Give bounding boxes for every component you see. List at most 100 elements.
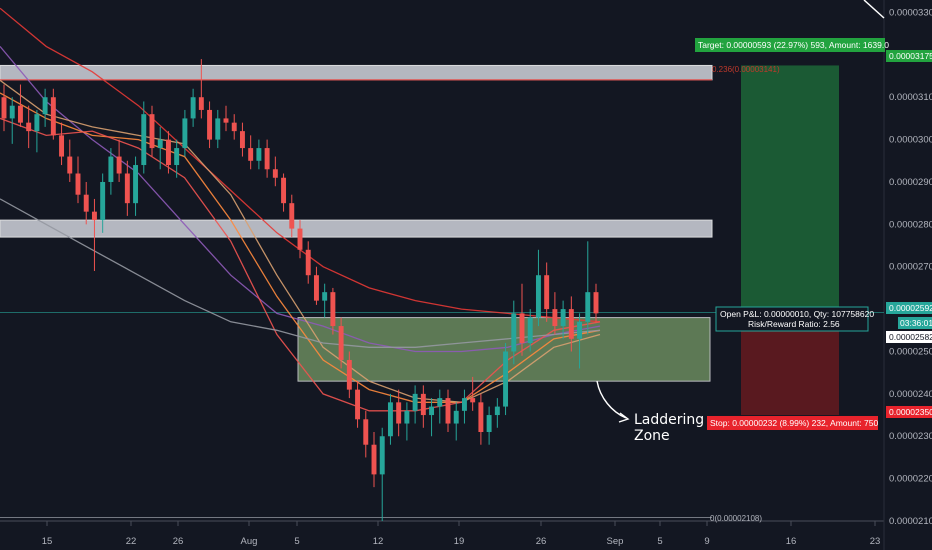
candle[interactable] <box>478 393 484 445</box>
candle-body <box>363 419 369 445</box>
risk-reward-text: Risk/Reward Ratio: 2.56 <box>748 319 840 329</box>
candle[interactable] <box>1 84 7 132</box>
candle[interactable] <box>59 122 65 166</box>
candle[interactable] <box>100 173 106 233</box>
candle-body <box>17 105 23 123</box>
candle[interactable] <box>9 97 15 144</box>
candle[interactable] <box>330 287 336 335</box>
candle[interactable] <box>412 385 418 424</box>
candle[interactable] <box>264 139 270 178</box>
candle[interactable] <box>461 389 467 424</box>
candle[interactable] <box>190 88 196 127</box>
candle[interactable] <box>26 105 32 149</box>
candle[interactable] <box>116 139 122 182</box>
candle[interactable] <box>141 101 147 174</box>
annotation-arrow <box>596 380 627 419</box>
candle[interactable] <box>124 160 130 216</box>
candle[interactable] <box>593 283 599 322</box>
candle[interactable] <box>50 88 56 140</box>
candle[interactable] <box>511 300 517 365</box>
candle[interactable] <box>165 131 171 174</box>
candle[interactable] <box>379 427 385 521</box>
candle-body <box>396 402 402 424</box>
open-pl-tag[interactable] <box>715 306 869 332</box>
candle[interactable] <box>108 148 114 195</box>
x-tick-label: 15 <box>42 536 53 547</box>
candle[interactable] <box>470 376 476 411</box>
candle[interactable] <box>42 88 48 127</box>
candle-body <box>346 359 352 390</box>
candle[interactable] <box>437 389 443 424</box>
candle[interactable] <box>544 262 550 322</box>
target-tag[interactable] <box>695 38 885 52</box>
candle[interactable] <box>404 402 410 441</box>
candle[interactable] <box>322 283 328 318</box>
candle[interactable] <box>453 402 459 441</box>
candle[interactable] <box>535 249 541 327</box>
candle[interactable] <box>486 406 492 445</box>
candle[interactable] <box>256 139 262 170</box>
candle[interactable] <box>91 198 97 271</box>
candle[interactable] <box>371 432 377 488</box>
candle[interactable] <box>215 109 221 149</box>
candle[interactable] <box>338 317 344 369</box>
candle[interactable] <box>305 241 311 284</box>
price-axis-tags: 0.00003175 0.00002592 03:36:01 0.0000258… <box>886 50 932 418</box>
candle-body <box>313 275 319 301</box>
candle[interactable] <box>272 156 278 187</box>
candle[interactable] <box>157 126 163 170</box>
candle[interactable] <box>527 309 533 352</box>
x-tick-label: 19 <box>454 536 465 547</box>
candle[interactable] <box>297 220 303 259</box>
candle[interactable] <box>420 385 426 428</box>
candle[interactable] <box>560 300 566 339</box>
candle-body <box>503 351 509 407</box>
candles[interactable] <box>1 59 599 521</box>
candle-body <box>437 398 443 407</box>
candle[interactable] <box>281 173 287 212</box>
candle[interactable] <box>75 156 81 204</box>
candle-body <box>165 139 171 166</box>
candle[interactable] <box>346 351 352 399</box>
candle-body <box>223 118 229 123</box>
candle[interactable] <box>83 181 89 225</box>
candle-body <box>256 148 262 161</box>
candle[interactable] <box>223 105 229 132</box>
candle[interactable] <box>577 313 583 369</box>
candle[interactable] <box>231 114 237 140</box>
candle[interactable] <box>355 381 361 428</box>
candle[interactable] <box>445 389 451 433</box>
candle[interactable] <box>289 194 295 238</box>
candle[interactable] <box>429 398 435 437</box>
candle[interactable] <box>396 389 402 437</box>
candle-body <box>535 275 541 318</box>
candle[interactable] <box>519 283 525 356</box>
candle[interactable] <box>363 410 369 458</box>
candle[interactable] <box>67 139 73 182</box>
candle[interactable] <box>568 296 574 352</box>
candle[interactable] <box>552 292 558 335</box>
candle[interactable] <box>174 139 180 178</box>
candle-body <box>207 109 213 140</box>
candle-body <box>593 292 599 314</box>
candle[interactable] <box>149 105 155 157</box>
candle[interactable] <box>133 156 139 216</box>
candle[interactable] <box>207 101 213 149</box>
candle[interactable] <box>198 59 204 119</box>
candle[interactable] <box>239 122 245 157</box>
stop-tag[interactable] <box>707 416 878 430</box>
candle[interactable] <box>387 393 393 445</box>
candle[interactable] <box>585 241 591 335</box>
candle[interactable] <box>503 343 509 416</box>
candle[interactable] <box>494 398 500 428</box>
candle[interactable] <box>17 84 23 127</box>
candle-body <box>511 313 517 352</box>
candle[interactable] <box>313 266 319 305</box>
candle[interactable] <box>248 135 254 170</box>
candle-body <box>297 228 303 250</box>
candle-body <box>174 148 180 166</box>
candle[interactable] <box>34 109 40 153</box>
candle[interactable] <box>182 109 188 157</box>
